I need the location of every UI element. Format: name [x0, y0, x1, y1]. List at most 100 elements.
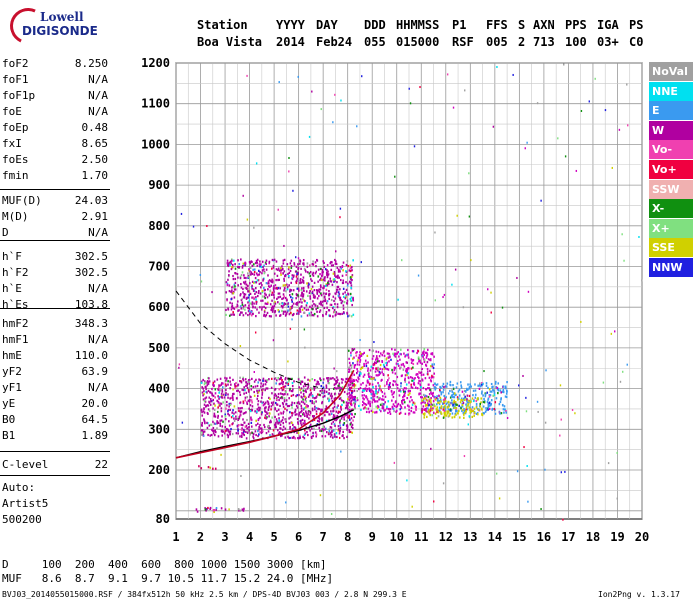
echo-point: [421, 367, 424, 371]
echo-point: [461, 409, 463, 413]
echo-point: [432, 392, 434, 395]
echo-point: [350, 370, 353, 373]
echo-point: [363, 398, 365, 401]
noise-point: [623, 259, 625, 262]
echo-point: [302, 385, 305, 388]
echo-point: [303, 437, 306, 440]
echo-point: [352, 313, 355, 316]
echo-point: [325, 410, 328, 413]
echo-point: [346, 312, 349, 315]
echo-point: [453, 403, 456, 406]
echo-point: [370, 391, 373, 394]
echo-point: [397, 351, 400, 354]
echo-point: [297, 312, 300, 315]
echo-point: [351, 265, 353, 269]
noise-point: [452, 388, 455, 391]
echo-point: [279, 396, 282, 400]
echo-point: [282, 262, 285, 265]
echo-point: [291, 300, 293, 303]
echo-point: [265, 313, 268, 317]
param-value: N/A: [88, 282, 108, 295]
echo-point: [252, 289, 255, 292]
echo-point: [267, 402, 270, 406]
echo-point: [350, 399, 353, 402]
echo-point: [234, 277, 237, 281]
noise-point: [564, 155, 567, 158]
echo-point: [319, 288, 322, 291]
echo-point: [379, 363, 382, 367]
echo-point: [227, 412, 229, 416]
echo-point: [275, 382, 277, 385]
echo-point: [232, 292, 235, 295]
dashed-curve: [175, 290, 324, 390]
echo-point: [337, 387, 339, 390]
echo-point: [291, 304, 294, 308]
echo-point: [230, 427, 232, 431]
noise-point: [285, 501, 287, 504]
echo-point: [247, 274, 250, 278]
echo-point: [351, 389, 353, 393]
echo-point: [221, 434, 224, 437]
echo-point: [288, 436, 290, 440]
echo-point: [369, 402, 371, 406]
echo-point: [290, 306, 292, 310]
echo-point: [429, 365, 432, 368]
autoscale-code: 500200: [2, 513, 42, 526]
echo-point: [396, 375, 399, 379]
param-value: N/A: [88, 226, 108, 239]
echo-point: [339, 411, 341, 414]
echo-point: [360, 383, 362, 386]
echo-point: [443, 411, 446, 414]
echo-point: [277, 268, 279, 272]
echo-point: [244, 396, 247, 399]
echo-point: [292, 312, 295, 316]
echo-point: [350, 403, 353, 407]
echo-point: [328, 430, 331, 433]
echo-point: [370, 396, 373, 400]
echo-point: [391, 348, 393, 351]
echo-point: [362, 375, 365, 378]
echo-point: [245, 411, 247, 414]
echo-point: [240, 307, 243, 310]
echo-point: [365, 384, 368, 387]
echo-point: [377, 368, 380, 371]
echo-point: [251, 284, 253, 287]
echo-point: [274, 393, 277, 396]
noise-point: [308, 135, 311, 138]
echo-point: [447, 410, 450, 413]
echo-point: [333, 299, 335, 303]
legend-item-e: E: [649, 101, 693, 121]
echo-point: [411, 359, 414, 362]
echo-point: [467, 404, 470, 407]
echo-point: [318, 290, 321, 294]
echo-point: [350, 296, 353, 299]
noise-point: [283, 244, 285, 247]
echo-point: [290, 264, 293, 268]
echo-point: [270, 401, 273, 404]
echo-point: [361, 404, 364, 407]
param-name: yF1: [2, 381, 22, 394]
echo-point: [456, 396, 459, 399]
echo-point: [368, 375, 371, 379]
echo-point: [422, 412, 425, 416]
echo-point: [389, 407, 392, 411]
echo-point: [263, 310, 266, 313]
echo-point: [318, 383, 320, 386]
echo-point: [260, 308, 263, 311]
noise-point: [246, 74, 248, 77]
echo-point: [281, 302, 284, 305]
noise-point: [496, 65, 498, 68]
echo-point: [368, 377, 371, 380]
echo-point: [351, 348, 354, 351]
echo-point: [286, 299, 288, 302]
header-pps-value: 100: [565, 35, 587, 49]
echo-point: [440, 411, 442, 414]
echo-point: [332, 264, 335, 267]
echo-point: [248, 269, 250, 272]
echo-point: [389, 355, 391, 358]
echo-point: [376, 406, 379, 410]
echo-point: [382, 398, 385, 401]
echo-point: [333, 386, 336, 390]
echo-point: [410, 396, 412, 399]
echo-point: [380, 389, 383, 392]
